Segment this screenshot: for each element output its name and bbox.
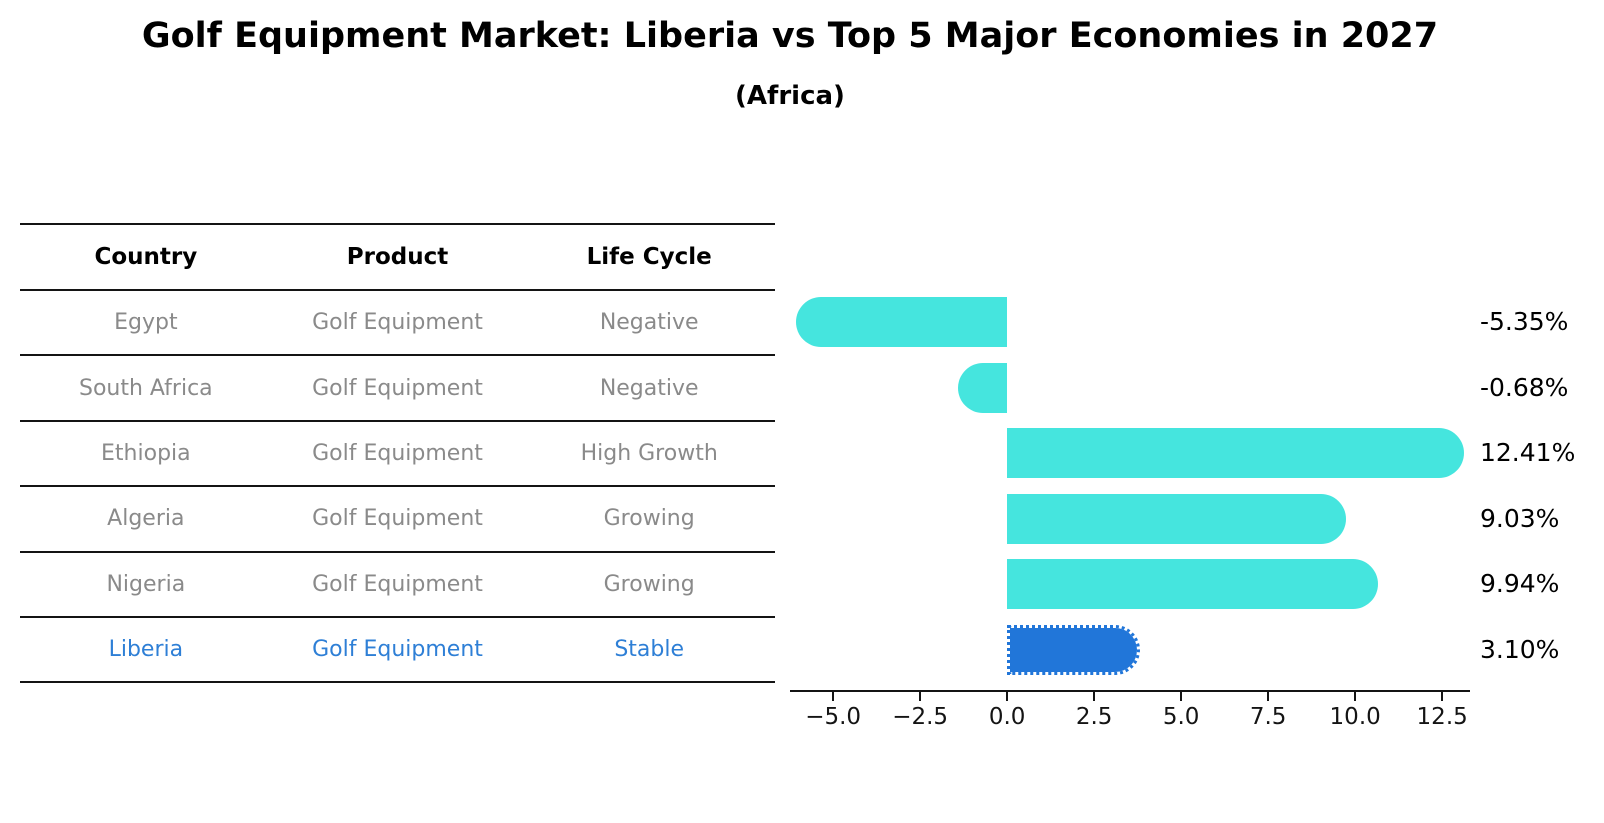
product-cell: Golf Equipment (312, 637, 483, 663)
table-header-row: Country Product Life Cycle (20, 225, 775, 291)
country-cell: Algeria (107, 506, 185, 532)
life-cycle-cell: Negative (599, 310, 699, 336)
country-cell: Ethiopia (101, 440, 191, 466)
value-label: 9.03% (1480, 503, 1560, 533)
x-tick-label: 2.5 (1075, 704, 1113, 730)
chart-subtitle: (Africa) (735, 81, 845, 111)
column-header-country: Country (94, 244, 198, 270)
x-tick-label: −2.5 (892, 704, 949, 730)
table-row-algeria: Algeria Golf Equipment Growing (20, 487, 775, 553)
x-tick-label: 7.5 (1249, 704, 1287, 730)
life-cycle-cell: High Growth (580, 440, 718, 466)
x-tick-label: −5.0 (805, 704, 862, 730)
product-cell: Golf Equipment (312, 571, 483, 597)
page-title: Golf Equipment Market: Liberia vs Top 5 … (141, 16, 1439, 56)
column-header-product: Product (346, 244, 449, 270)
x-tick-label: 12.5 (1416, 704, 1468, 730)
country-cell: Liberia (108, 637, 184, 663)
table-row-ethiopia: Ethiopia Golf Equipment High Growth (20, 422, 775, 488)
bar-chart: -5.35% -0.68% 12.41% 9.03% 9.94% 3.10% −… (790, 270, 1575, 730)
x-tick-label: 0.0 (988, 704, 1026, 730)
x-tick (1354, 692, 1357, 701)
x-tick (832, 692, 835, 701)
value-label: 3.10% (1480, 635, 1560, 664)
life-cycle-cell: Growing (603, 571, 695, 597)
value-label: 12.41% (1480, 438, 1576, 468)
bar-south-africa (958, 362, 1008, 413)
bar-ethiopia (1007, 428, 1464, 479)
x-tick-label: 5.0 (1162, 704, 1200, 730)
x-tick (1180, 692, 1183, 701)
life-cycle-cell: Negative (599, 375, 699, 401)
table-row-liberia: Liberia Golf Equipment Stable (20, 618, 775, 684)
bar-nigeria (1007, 559, 1379, 610)
table-row-egypt: Egypt Golf Equipment Negative (20, 291, 775, 357)
product-cell: Golf Equipment (312, 440, 483, 466)
life-cycle-cell: Growing (603, 506, 695, 532)
value-label: -0.68% (1480, 372, 1569, 402)
x-tick (1441, 692, 1444, 701)
bar-algeria (1007, 493, 1347, 544)
bar-liberia (1007, 625, 1141, 675)
x-tick (1093, 692, 1096, 701)
table-row-south-africa: South Africa Golf Equipment Negative (20, 356, 775, 422)
country-cell: South Africa (78, 375, 213, 401)
product-cell: Golf Equipment (312, 310, 483, 336)
bar-egypt (795, 297, 1008, 347)
value-label: -5.35% (1480, 307, 1569, 336)
column-header-life-cycle: Life Cycle (586, 244, 712, 270)
x-tick-label: 10.0 (1329, 704, 1381, 730)
x-axis-line (790, 690, 1470, 692)
country-table: Country Product Life Cycle Egypt Golf Eq… (20, 223, 775, 684)
product-cell: Golf Equipment (312, 375, 483, 401)
x-tick (1267, 692, 1270, 701)
country-cell: Nigeria (106, 571, 186, 597)
product-cell: Golf Equipment (312, 506, 483, 532)
x-tick (1006, 692, 1009, 701)
table-row-nigeria: Nigeria Golf Equipment Growing (20, 553, 775, 618)
x-tick (919, 692, 922, 701)
value-label: 9.94% (1480, 569, 1560, 599)
country-cell: Egypt (114, 310, 178, 336)
life-cycle-cell: Stable (614, 637, 685, 663)
